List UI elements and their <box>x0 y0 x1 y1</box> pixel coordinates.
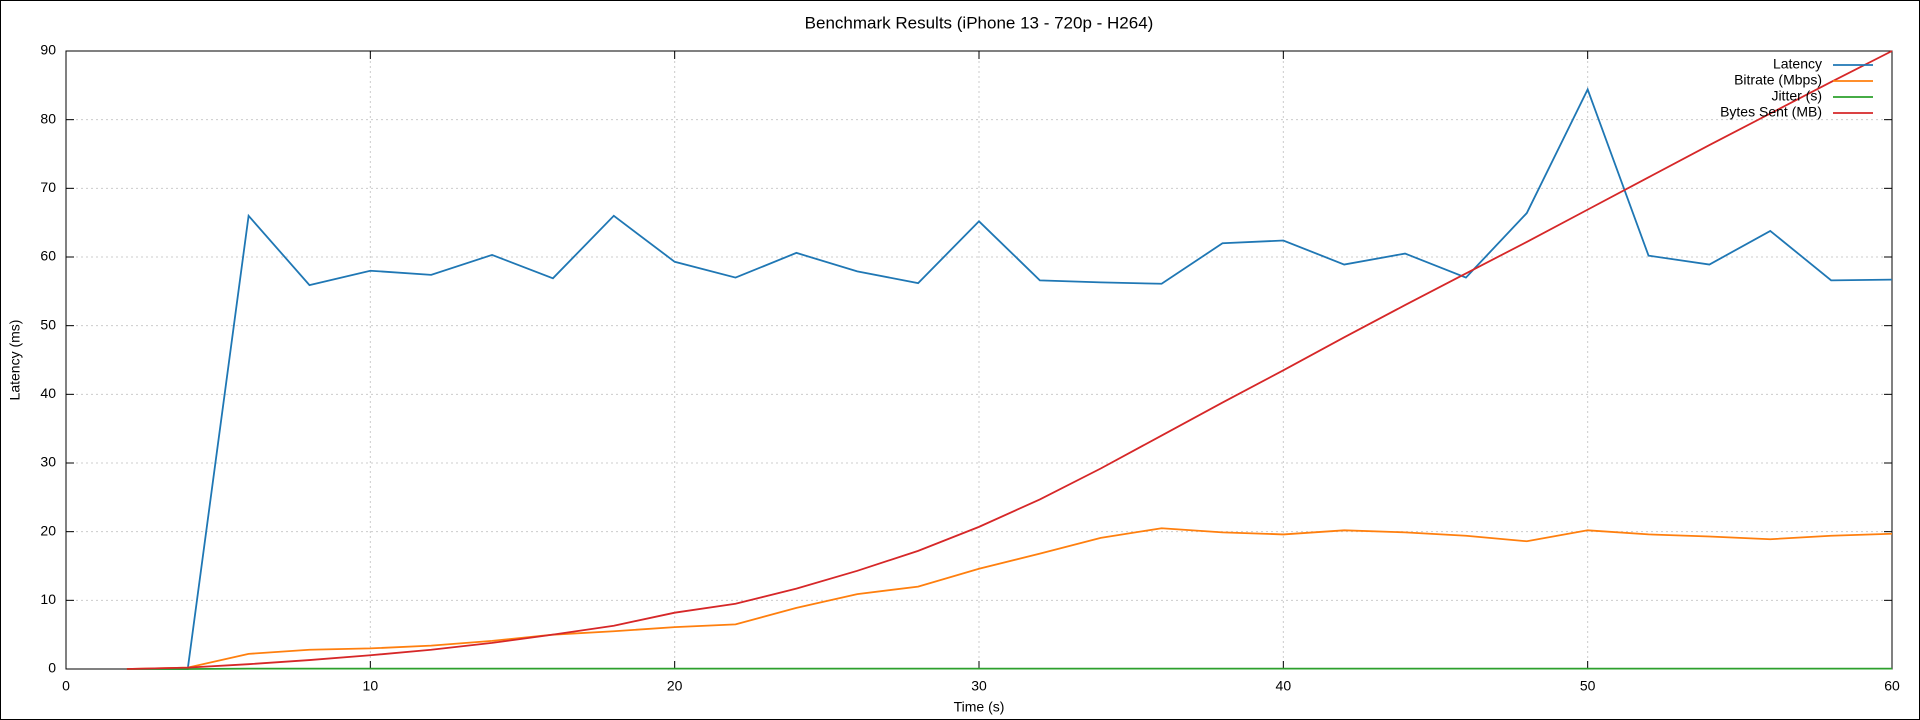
series-line <box>126 50 1893 670</box>
series-line <box>126 527 1893 670</box>
x-tick-label: 40 <box>1276 678 1292 694</box>
x-tick-label: 30 <box>971 678 987 694</box>
legend-label: Latency <box>1773 56 1822 72</box>
y-tick-label: 40 <box>40 385 56 401</box>
legend-label: Jitter (s) <box>1771 88 1822 104</box>
x-tick-label: 0 <box>62 678 70 694</box>
legend-label: Bitrate (Mbps) <box>1734 72 1822 88</box>
y-tick-label: 30 <box>40 454 56 470</box>
y-tick-label: 70 <box>40 179 56 195</box>
y-tick-label: 90 <box>40 42 56 58</box>
x-axis-label: Time (s) <box>954 699 1005 715</box>
series-line <box>126 87 1893 670</box>
y-tick-label: 10 <box>40 591 56 607</box>
chart-title: Benchmark Results (iPhone 13 - 720p - H2… <box>805 13 1154 32</box>
y-tick-label: 50 <box>40 316 56 332</box>
x-tick-label: 50 <box>1580 678 1596 694</box>
y-tick-label: 20 <box>40 522 56 538</box>
x-tick-label: 60 <box>1884 678 1900 694</box>
x-tick-label: 20 <box>667 678 683 694</box>
y-tick-label: 60 <box>40 248 56 264</box>
y-tick-label: 80 <box>40 110 56 126</box>
x-tick-label: 10 <box>363 678 379 694</box>
y-axis-label: Latency (ms) <box>7 320 23 401</box>
y-tick-label: 0 <box>48 660 56 676</box>
legend-label: Bytes Sent (MB) <box>1720 104 1822 120</box>
